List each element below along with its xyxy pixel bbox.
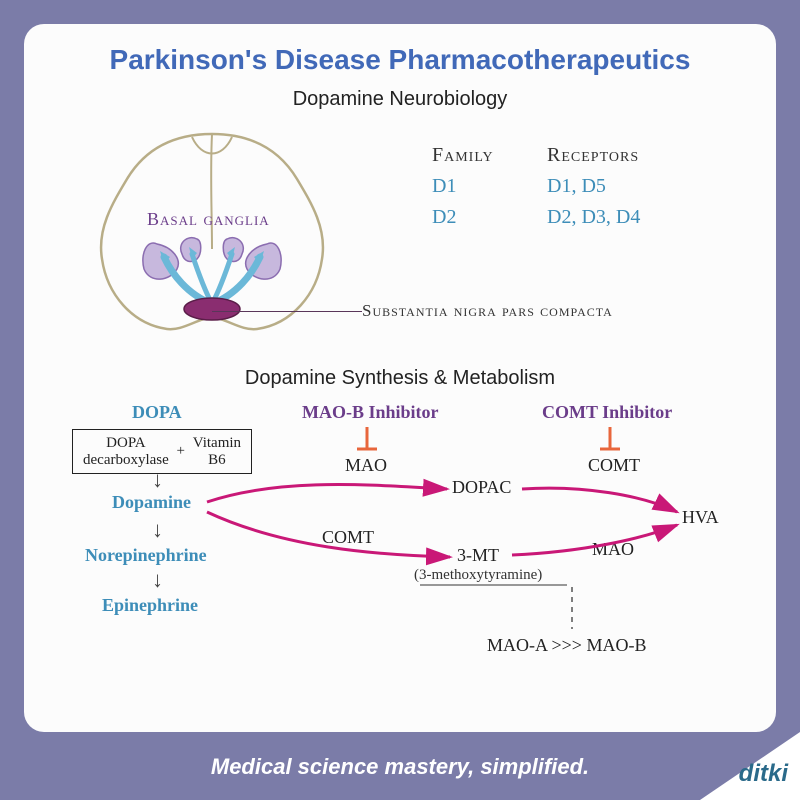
snpc-label: Substantia nigra pars compacta — [362, 301, 613, 321]
epi-label: Epinephrine — [102, 595, 198, 616]
comt-label: COMT — [588, 455, 640, 476]
maob-inhib-label: MAO-B Inhibitor — [302, 402, 439, 423]
neurobiology-section: Basal ganglia Substantia nigra pars comp… — [52, 119, 748, 349]
comt-label-2: COMT — [322, 527, 374, 548]
neuro-subtitle: Dopamine Neurobiology — [52, 88, 748, 111]
arrow-down-icon: ↓ — [152, 467, 163, 493]
norepi-label: Norepinephrine — [85, 545, 207, 566]
dopa-label: DOPA — [132, 402, 182, 423]
tagline: Medical science mastery, simplified. — [0, 732, 800, 780]
receptor-row-family: D1 — [432, 175, 542, 198]
receptor-row-receptors: D1, D5 — [547, 175, 606, 198]
dopamine-label: Dopamine — [112, 492, 191, 513]
page-title: Parkinson's Disease Pharmacotherapeutics — [52, 44, 748, 76]
content-card: Parkinson's Disease Pharmacotherapeutics… — [24, 24, 776, 732]
receptor-table: Family Receptors D1 D1, D5 D2 D2, D3, D4 — [432, 144, 640, 229]
hva-label: HVA — [682, 507, 719, 528]
comt-inhib-label: COMT Inhibitor — [542, 402, 672, 423]
footer-bar: Medical science mastery, simplified. — [0, 732, 800, 800]
receptor-row-family: D2 — [432, 206, 542, 229]
arrow-down-icon: ↓ — [152, 567, 163, 593]
receptor-header-receptors: Receptors — [547, 144, 639, 167]
snpc-leader-line — [212, 311, 362, 312]
dopac-label: DOPAC — [452, 477, 511, 498]
logo-text: ditki — [739, 760, 788, 788]
basal-ganglia-label: Basal ganglia — [147, 209, 270, 230]
receptor-row-receptors: D2, D3, D4 — [547, 206, 640, 229]
mao-label: MAO — [345, 455, 387, 476]
synthesis-section: Dopamine Synthesis & Metabolism DOPA DOP… — [52, 367, 748, 707]
arrow-down-icon: ↓ — [152, 517, 163, 543]
3mt-subnote: (3-methoxytyramine) — [414, 567, 542, 584]
mao-note: MAO-A >>> MAO-B — [487, 635, 646, 656]
synth-subtitle: Dopamine Synthesis & Metabolism — [52, 367, 748, 390]
receptor-header-family: Family — [432, 144, 542, 167]
3mt-label: 3-MT — [457, 545, 499, 566]
mao-label-2: MAO — [592, 539, 634, 560]
